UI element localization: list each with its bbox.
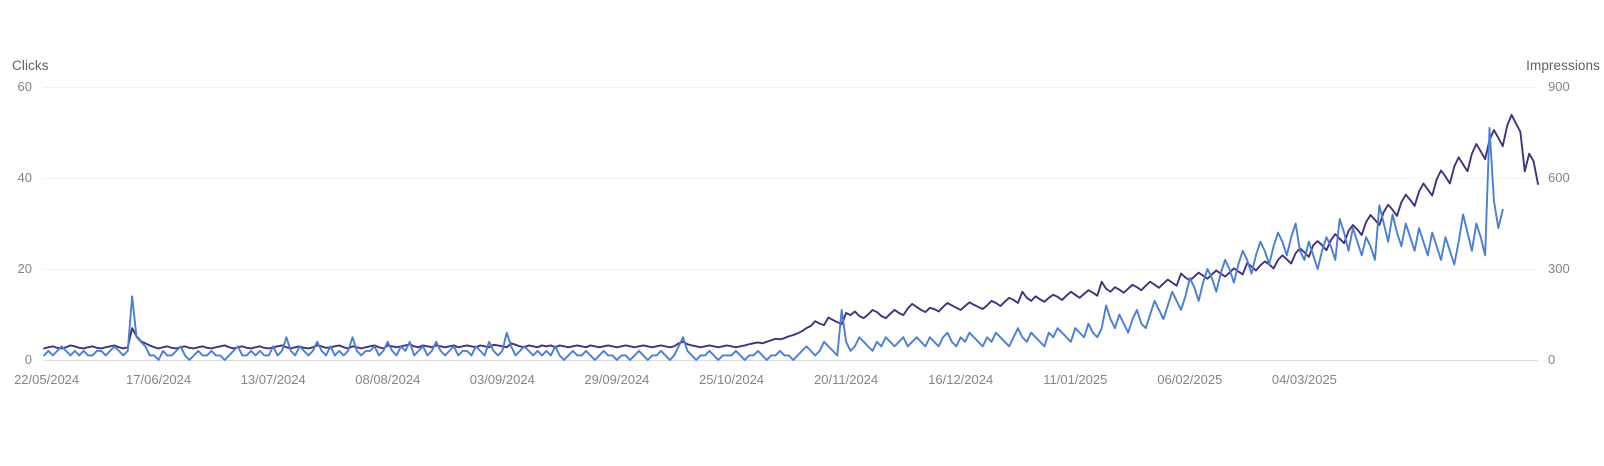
left-axis-metric-label: Clicks xyxy=(12,58,49,73)
y-tick-right-2: 300 xyxy=(1548,261,1570,276)
right-axis-metric-label: Impressions xyxy=(1526,58,1600,73)
gridline-20 xyxy=(44,269,1538,270)
y-tick-right-3: 0 xyxy=(1548,352,1556,367)
y-tick-right-0: 900 xyxy=(1548,79,1570,94)
x-tick-label-9: 11/01/2025 xyxy=(1043,372,1108,387)
x-tick-label-6: 25/10/2024 xyxy=(698,372,765,387)
gridline-60 xyxy=(44,87,1538,88)
y-tick-left-0: 60 xyxy=(17,79,32,94)
x-tick-label-1: 17/06/2024 xyxy=(126,372,192,387)
x-tick-label-4: 03/09/2024 xyxy=(469,372,535,387)
x-tick-label-5: 29/09/2024 xyxy=(584,372,650,387)
series-canvas xyxy=(43,113,1539,361)
clicks-series-line xyxy=(43,127,1504,361)
impressions-series-line xyxy=(43,113,1539,350)
x-tick-label-3: 08/08/2024 xyxy=(355,372,421,387)
gridline-40 xyxy=(44,178,1538,179)
y-tick-left-1: 40 xyxy=(17,170,32,185)
y-tick-right-1: 600 xyxy=(1548,170,1570,185)
y-tick-left-3: 0 xyxy=(24,352,32,367)
x-tick-label-8: 16/12/2024 xyxy=(928,372,994,387)
gridline-baseline xyxy=(44,360,1538,361)
x-tick-label-0: 22/05/2024 xyxy=(14,372,80,387)
y-tick-left-2: 20 xyxy=(17,261,32,276)
x-tick-label-2: 13/07/2024 xyxy=(240,372,306,387)
x-tick-label-11: 04/03/2025 xyxy=(1271,372,1337,387)
plot-area xyxy=(43,87,1539,361)
x-tick-label-7: 20/11/2024 xyxy=(814,372,879,387)
x-tick-label-10: 06/02/2025 xyxy=(1157,372,1223,387)
